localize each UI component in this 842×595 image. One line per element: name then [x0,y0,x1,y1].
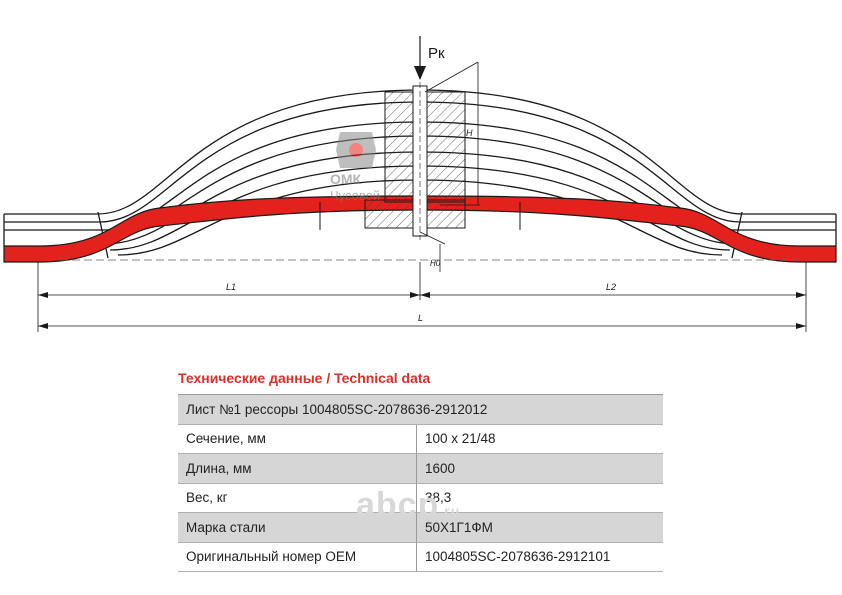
dim-H0-label: H0 [430,259,441,268]
omk-logo: ОМК Чусовой [330,132,380,203]
table-row: Длина, мм 1600 [178,453,663,484]
svg-text:ОМК: ОМК [330,171,362,187]
dim-lines [37,262,807,332]
abcp-watermark: abcp.ru [356,486,461,524]
table-row: Вес, кг 38,3 [178,483,663,513]
table-row: Марка стали 50Х1Г1ФМ [178,512,663,543]
tech-data-title: Технические данные / Technical data [178,370,431,386]
table-header-row: Лист №1 рессоры 1004805SC-2078636-291201… [178,394,663,425]
row-value: 100 х 21/48 [416,424,663,454]
leaf-spring-drawing: Pк H H0 L1 L2 L ОМК Чусовой [3,36,837,332]
row-value: 50Х1Г1ФМ [416,512,663,543]
load-arrow-icon [414,36,426,80]
table-row: Оригинальный номер OEM 1004805SC-2078636… [178,542,663,572]
red-main-leaf [3,195,837,263]
table-row: Сечение, мм 100 х 21/48 [178,424,663,454]
svg-text:Чусовой: Чусовой [330,188,380,203]
dim-L-label: L [418,313,423,323]
row-value: 38,3 [416,483,663,513]
row-label: Длина, мм [178,453,417,484]
dim-arrowheads [38,292,806,329]
dim-L1-label: L1 [226,282,236,292]
row-label: Марка стали [178,512,417,543]
dim-H0 [419,231,446,272]
row-label: Вес, кг [178,483,417,513]
dim-H [424,61,480,206]
row-value: 1004805SC-2078636-2912101 [416,542,663,572]
tech-data-table: Лист №1 рессоры 1004805SC-2078636-291201… [178,394,663,572]
dim-L2-label: L2 [606,282,616,292]
row-label: Оригинальный номер OEM [178,542,417,572]
load-label: Pк [428,45,445,62]
row-label: Сечение, мм [178,424,417,454]
dim-H-label: H [466,128,473,138]
table-header-cell: Лист №1 рессоры 1004805SC-2078636-291201… [178,394,663,425]
row-value: 1600 [416,453,663,484]
